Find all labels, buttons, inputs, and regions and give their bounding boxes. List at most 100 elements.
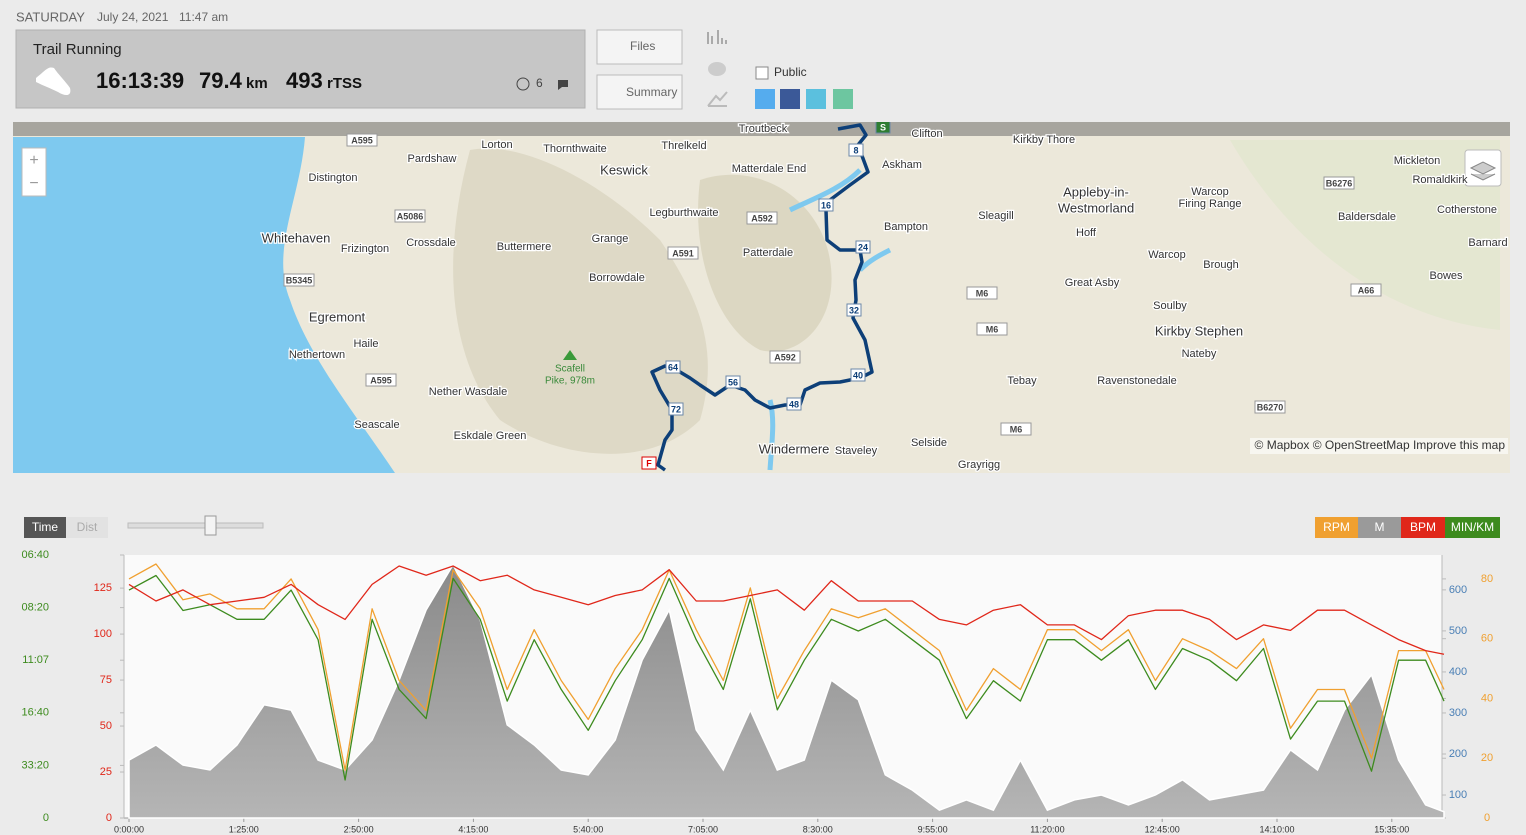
y-tick-label: 11:07 xyxy=(22,654,49,666)
attribution-bg xyxy=(1250,438,1508,454)
map-shade xyxy=(13,122,1510,136)
place-label: Troutbeck xyxy=(739,123,788,135)
road-label: B5345 xyxy=(286,275,313,285)
slider-handle[interactable] xyxy=(204,515,217,536)
twitter-button[interactable] xyxy=(755,89,775,109)
y-tick-label: 50 xyxy=(100,720,112,732)
x-tick-label: 12:45:00 xyxy=(1145,824,1180,834)
place-label: Frizington xyxy=(341,243,389,255)
email-button[interactable] xyxy=(833,89,853,109)
place-label: Whitehaven xyxy=(262,230,331,245)
attribution: © Mapbox © OpenStreetMap Improve this ma… xyxy=(1255,438,1506,452)
place-label: Eskdale Green xyxy=(454,430,527,442)
place-label: Sleagill xyxy=(978,210,1013,222)
marker-label: S xyxy=(880,122,886,132)
legend-swatch[interactable] xyxy=(1315,517,1358,538)
route-marker xyxy=(665,360,681,374)
feeling: 6 xyxy=(536,76,543,90)
peak-label: Pike, 978m xyxy=(545,376,595,387)
place-label: Nether Wasdale xyxy=(429,386,507,398)
place-label: Borrowdale xyxy=(589,272,645,284)
place-label: Hoff xyxy=(1076,227,1097,239)
y-tick-label: 60 xyxy=(1481,633,1493,645)
road-label: M6 xyxy=(1010,424,1023,434)
toggle-time[interactable] xyxy=(24,517,66,538)
date: July 24, 2021 xyxy=(97,10,169,24)
y-tick-label: 400 xyxy=(1449,666,1467,678)
place-label: Patterdale xyxy=(743,247,793,259)
road-label: A5086 xyxy=(397,211,424,221)
zoom-control[interactable] xyxy=(21,147,47,197)
stats-icon[interactable] xyxy=(707,30,727,44)
place-label: Barnard xyxy=(1468,237,1507,249)
x-tick-label: 2:50:00 xyxy=(344,824,374,834)
road-badge xyxy=(365,373,397,387)
place-label: Windermere xyxy=(759,441,830,456)
x-tick-label: 11:20:00 xyxy=(1030,824,1064,834)
marker-label: 64 xyxy=(668,362,678,372)
place-label: Bampton xyxy=(884,221,928,233)
duration: 16:13:39 xyxy=(96,68,184,93)
summary-button[interactable] xyxy=(596,74,683,110)
place-label: Tebay xyxy=(1007,375,1037,387)
route-marker xyxy=(818,198,834,212)
chart-icon[interactable] xyxy=(707,91,728,107)
distance-unit: km xyxy=(246,75,268,92)
y-tick-label: 75 xyxy=(100,674,112,686)
time: 11:47 am xyxy=(179,10,228,24)
zoom-out[interactable]: − xyxy=(29,175,38,192)
road-badge xyxy=(746,211,778,225)
y-tick-label: 500 xyxy=(1449,625,1467,637)
road-badge xyxy=(966,286,998,300)
y-tick-label: 80 xyxy=(1481,573,1493,585)
marker-label: 56 xyxy=(728,377,738,387)
toggle-dist[interactable] xyxy=(66,517,108,538)
public-checkbox[interactable] xyxy=(755,66,769,80)
map[interactable]: + − Troutbeck Clifton Kirkby Thore Pardshaw… xyxy=(13,120,1510,473)
legend-swatch[interactable] xyxy=(1401,517,1445,538)
place-label: Mickleton xyxy=(1394,155,1440,167)
road-label: A66 xyxy=(1358,285,1375,295)
facebook-button[interactable] xyxy=(780,89,800,109)
place-label: Grange xyxy=(592,233,629,245)
place-label: Thornthwaite xyxy=(543,143,607,155)
y-tick-label: 06:40 xyxy=(21,549,49,561)
place-label: Pardshaw xyxy=(408,153,457,165)
route-marker xyxy=(850,368,866,382)
x-tick-label: 15:35:00 xyxy=(1374,824,1409,834)
comment-icon[interactable] xyxy=(558,80,568,90)
zoom-in[interactable]: + xyxy=(29,152,38,169)
files-button[interactable] xyxy=(596,29,683,65)
legend-swatch[interactable] xyxy=(1358,517,1401,538)
road-badge xyxy=(283,273,315,287)
place-label: Threlkeld xyxy=(661,140,706,152)
y-tick-label: 16:40 xyxy=(21,707,49,719)
lake xyxy=(858,247,892,272)
y-tick-label: 0 xyxy=(106,812,112,824)
place-label: Brough xyxy=(1203,259,1238,271)
route-marker xyxy=(846,303,862,317)
road-badge xyxy=(1000,422,1032,436)
place-label: Egremont xyxy=(309,309,366,324)
legend-swatch[interactable] xyxy=(1445,517,1500,538)
summary-label: Summary xyxy=(626,85,677,99)
day: SATURDAY xyxy=(16,9,85,24)
road-label: M6 xyxy=(986,324,999,334)
place-label: Ravenstonedale xyxy=(1097,375,1177,387)
zoom-slider[interactable] xyxy=(127,522,264,529)
y-tick-label: 0 xyxy=(43,812,49,824)
marker-label: F xyxy=(646,458,652,468)
x-tick-label: 14:10:00 xyxy=(1259,824,1294,834)
x-tick-label: 8:30:00 xyxy=(803,824,833,834)
road-badge xyxy=(1350,283,1382,297)
y-tick-label: 08:20 xyxy=(21,602,49,614)
place-label: Buttermere xyxy=(497,241,551,253)
place-label: Kirkby Thore xyxy=(1013,134,1075,146)
link-button[interactable] xyxy=(806,89,826,109)
comments-icon[interactable] xyxy=(708,62,726,76)
layers-icon xyxy=(1469,161,1497,181)
lake xyxy=(788,168,862,213)
y-tick-label: 33:20 xyxy=(21,759,49,771)
place-label: Askham xyxy=(882,159,922,171)
road-badge xyxy=(346,133,378,147)
